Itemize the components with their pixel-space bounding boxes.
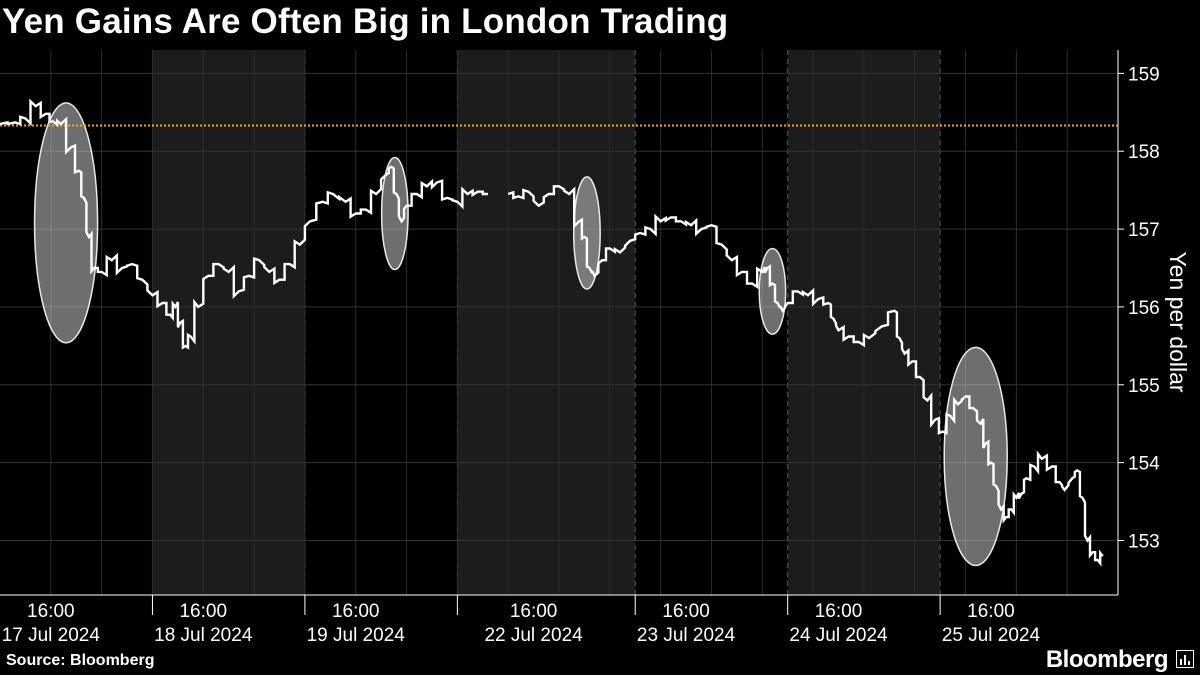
- x-tick-label: 16:00: [967, 601, 1015, 622]
- brand-logo: Bloomberg: [1045, 646, 1169, 673]
- x-tick-label: 17 Jul 2024: [2, 625, 101, 646]
- y-axis-label: Yen per dollar: [1165, 251, 1191, 392]
- day-band: [152, 50, 305, 595]
- x-tick-label: 16:00: [815, 601, 863, 622]
- x-tick-label: 18 Jul 2024: [154, 625, 253, 646]
- y-tick-label: 156: [1128, 298, 1160, 319]
- series-line: [0, 98, 488, 350]
- x-tick-label: 25 Jul 2024: [942, 625, 1041, 646]
- bloomberg-icon: [1176, 650, 1194, 668]
- highlight-ellipse: [943, 346, 1008, 567]
- y-tick-label: 153: [1128, 532, 1160, 553]
- x-tick-label: 16:00: [179, 601, 227, 622]
- y-tick-label: 155: [1128, 376, 1160, 397]
- y-tick-label: 154: [1128, 454, 1160, 475]
- x-tick-label: 16:00: [662, 601, 710, 622]
- x-tick-label: 24 Jul 2024: [789, 625, 888, 646]
- chart-title: Yen Gains Are Often Big in London Tradin…: [2, 2, 729, 41]
- x-tick-label: 16:00: [27, 601, 75, 622]
- day-band: [457, 50, 636, 595]
- y-tick-label: 157: [1128, 220, 1160, 241]
- series-line: [507, 185, 1104, 567]
- highlight-ellipse: [758, 247, 787, 335]
- x-tick-label: 16:00: [332, 601, 380, 622]
- x-tick-label: 22 Jul 2024: [484, 625, 583, 646]
- x-tick-label: 16:00: [510, 601, 558, 622]
- y-tick-label: 159: [1128, 64, 1160, 85]
- y-tick-label: 158: [1128, 142, 1160, 163]
- source-note: Source: Bloomberg: [6, 652, 155, 669]
- highlight-ellipse: [572, 176, 601, 290]
- x-tick-label: 19 Jul 2024: [307, 625, 406, 646]
- highlight-ellipse: [33, 102, 99, 344]
- x-tick-label: 23 Jul 2024: [637, 625, 736, 646]
- highlight-ellipse: [380, 156, 409, 271]
